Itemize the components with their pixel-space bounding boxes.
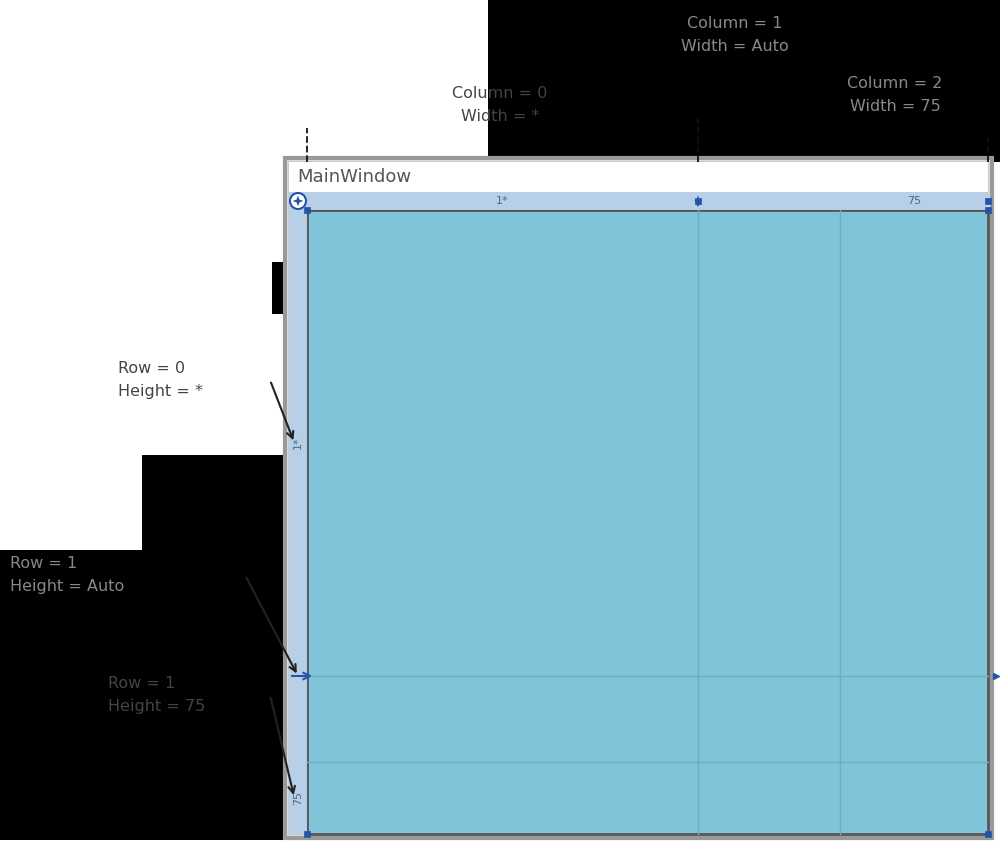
Bar (142, 455, 364, 840)
Bar (304, 831, 310, 837)
Bar (304, 207, 310, 213)
Bar (289, 162, 988, 192)
Text: Column = 1
Width = Auto: Column = 1 Width = Auto (681, 16, 789, 53)
Bar (285, 158, 992, 838)
Text: Row = 0
Height = *: Row = 0 Height = * (118, 361, 203, 398)
Text: Row = 1
Height = Auto: Row = 1 Height = Auto (10, 556, 124, 593)
Bar (307, 192, 988, 210)
Bar (289, 192, 307, 834)
Circle shape (290, 193, 306, 209)
Bar (985, 831, 991, 837)
Bar (272, 262, 367, 314)
Bar (985, 207, 991, 213)
Text: 75: 75 (907, 196, 921, 206)
Bar (985, 198, 991, 204)
Bar (289, 162, 988, 834)
Bar (0, 550, 215, 840)
Text: Row = 1
Height = 75: Row = 1 Height = 75 (108, 677, 205, 714)
Text: Column = 0
Width = *: Column = 0 Width = * (452, 86, 548, 124)
Text: MainWindow: MainWindow (297, 168, 411, 186)
Text: Column = 2
Width = 75: Column = 2 Width = 75 (847, 77, 943, 114)
Bar (695, 198, 701, 204)
Bar (307, 210, 988, 834)
Bar (488, 0, 1000, 162)
Text: 1*: 1* (496, 196, 509, 206)
Text: 75: 75 (293, 791, 303, 805)
Text: 1*: 1* (293, 437, 303, 449)
